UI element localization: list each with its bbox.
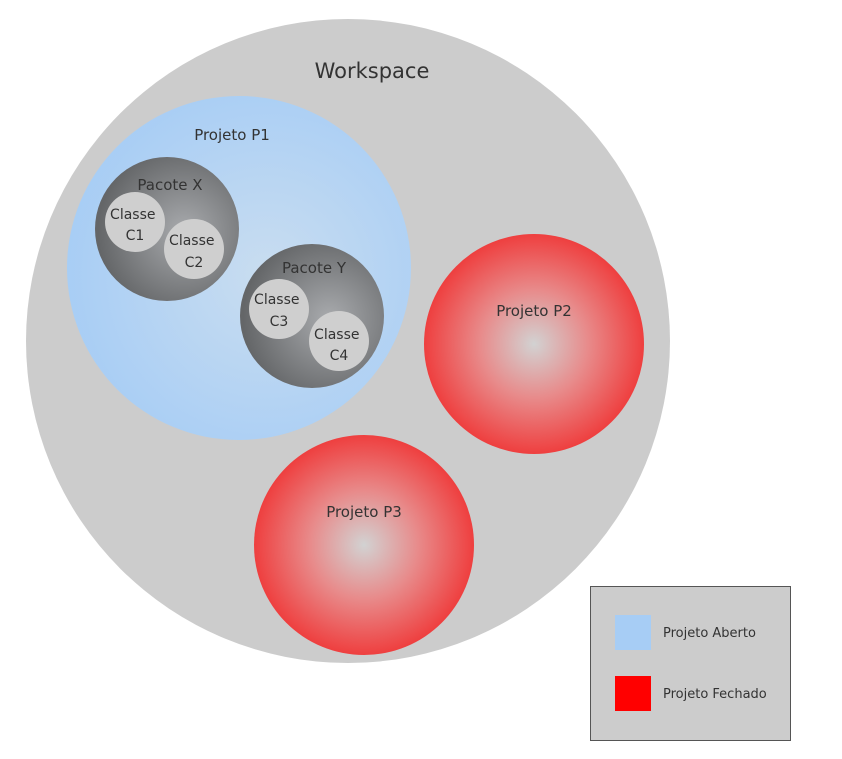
class-c3-line1: Classe [254, 292, 299, 308]
class-c1-line2: C1 [126, 228, 145, 244]
package-y-label: Pacote Y [282, 259, 347, 277]
project-p2-circle [424, 234, 644, 454]
class-c2-circle [164, 219, 224, 279]
class-c3-label: Classe C3 [254, 292, 304, 330]
class-c1-line1: Classe [110, 207, 155, 223]
class-c4-line1: Classe [314, 327, 359, 343]
legend-swatch-closed [615, 676, 651, 711]
project-p3-label: Projeto P3 [326, 503, 402, 521]
class-c2-line2: C2 [185, 255, 204, 271]
class-c4-label: Classe C4 [314, 327, 364, 364]
class-c4-line2: C4 [330, 348, 349, 364]
legend-swatch-open [615, 615, 651, 650]
class-c2-label: Classe C2 [169, 233, 219, 271]
class-c3-circle [249, 279, 309, 339]
project-p1-label: Projeto P1 [194, 126, 270, 144]
class-c3-line2: C3 [270, 314, 289, 330]
legend: Projeto Aberto Projeto Fechado [590, 586, 791, 741]
class-c4-circle [309, 311, 369, 371]
class-c1-label: Classe C1 [110, 207, 160, 244]
legend-label-open: Projeto Aberto [663, 626, 756, 641]
class-c2-line1: Classe [169, 233, 214, 249]
project-p2-label: Projeto P2 [496, 302, 572, 320]
class-c1-circle [105, 192, 165, 252]
project-p3-circle [254, 435, 474, 655]
legend-box [590, 586, 791, 741]
workspace-label: Workspace [315, 59, 430, 83]
legend-label-closed: Projeto Fechado [663, 687, 767, 702]
package-x-label: Pacote X [137, 176, 202, 194]
